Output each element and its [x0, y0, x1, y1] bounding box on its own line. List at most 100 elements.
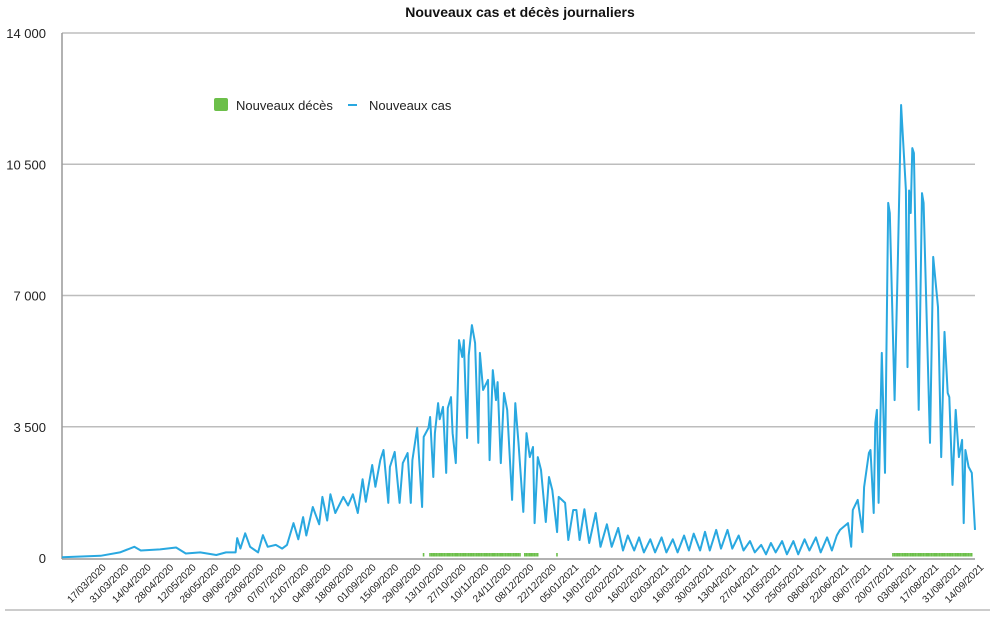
death-bar	[479, 553, 481, 557]
y-axis: 0 3 500 7 000 10 500 14 000	[6, 26, 46, 566]
death-bar	[432, 553, 435, 557]
death-bar	[469, 553, 471, 557]
death-bar	[483, 553, 486, 557]
death-bar	[461, 553, 463, 557]
death-bar	[474, 553, 476, 557]
death-bar	[962, 553, 965, 557]
death-bar	[517, 553, 520, 557]
death-bar	[442, 553, 444, 557]
death-bar	[906, 553, 909, 557]
deaths-series	[422, 553, 973, 557]
death-bar	[440, 553, 443, 557]
death-bar	[480, 553, 483, 557]
legend-deaths-label: Nouveaux décès	[236, 98, 333, 113]
death-bar	[938, 553, 941, 557]
death-bar	[445, 553, 447, 557]
death-bar	[459, 553, 462, 557]
death-bar	[477, 553, 480, 557]
death-bar	[448, 553, 451, 557]
death-bar	[515, 553, 518, 557]
death-bar	[514, 553, 516, 557]
death-bar	[908, 553, 910, 557]
legend: Nouveaux décès Nouveaux cas	[214, 98, 452, 113]
death-bar	[917, 553, 920, 557]
y-tick-label: 7 000	[13, 289, 46, 304]
death-bar	[925, 553, 928, 557]
death-bar	[914, 553, 917, 557]
death-bar	[892, 553, 894, 557]
death-bar	[954, 553, 957, 557]
death-bar	[903, 553, 905, 557]
death-bar	[437, 553, 439, 557]
death-bar	[932, 553, 934, 557]
y-tick-label: 14 000	[6, 26, 46, 41]
death-bar	[430, 553, 433, 557]
death-bar	[556, 553, 558, 557]
death-bar	[935, 553, 938, 557]
death-bar	[949, 553, 952, 557]
death-bar	[933, 553, 936, 557]
death-bar	[456, 553, 459, 557]
death-bar	[446, 553, 449, 557]
death-bar	[958, 553, 960, 557]
death-bar	[919, 553, 922, 557]
death-bar	[454, 553, 457, 557]
death-bar	[466, 553, 468, 557]
death-bar	[921, 553, 923, 557]
death-bar	[964, 553, 967, 557]
death-bar	[941, 553, 944, 557]
death-bar	[904, 553, 907, 557]
death-bar	[487, 553, 489, 557]
death-bar	[943, 553, 946, 557]
death-bar	[493, 553, 496, 557]
gridlines	[61, 32, 975, 560]
death-bar	[496, 553, 499, 557]
death-bar	[470, 553, 473, 557]
legend-cases-label: Nouveaux cas	[369, 98, 452, 113]
death-bar	[900, 553, 902, 557]
death-bar	[485, 553, 488, 557]
death-bar	[911, 553, 914, 557]
death-bar	[927, 553, 930, 557]
death-bar	[525, 553, 528, 557]
death-bar	[901, 553, 904, 557]
death-bar	[535, 553, 537, 557]
death-bar	[951, 553, 954, 557]
death-bar	[532, 553, 534, 557]
death-bar	[499, 553, 502, 557]
death-bar	[948, 553, 950, 557]
y-tick-label: 0	[39, 551, 46, 566]
death-bar	[946, 553, 949, 557]
death-bar	[422, 553, 425, 557]
death-bar	[896, 553, 899, 557]
death-bar	[524, 553, 526, 557]
death-bar	[491, 553, 494, 557]
death-bar	[506, 553, 508, 557]
death-bar	[472, 553, 475, 557]
death-bar	[956, 553, 959, 557]
chart-title: Nouveaux cas et décès journaliers	[405, 4, 635, 20]
death-bar	[501, 553, 504, 557]
death-bar	[464, 553, 467, 557]
death-bar	[482, 553, 484, 557]
death-bar	[504, 553, 507, 557]
death-bar	[429, 553, 431, 557]
death-bar	[488, 553, 491, 557]
death-bar	[490, 553, 492, 557]
death-bar	[462, 553, 465, 557]
death-bar	[536, 553, 539, 557]
death-bar	[512, 553, 515, 557]
death-bar	[922, 553, 925, 557]
death-bar	[435, 553, 438, 557]
death-bar	[533, 553, 536, 557]
death-bar	[503, 553, 505, 557]
death-bar	[498, 553, 500, 557]
death-bar	[443, 553, 446, 557]
death-bar	[895, 553, 897, 557]
death-bar	[527, 553, 529, 557]
death-bar	[969, 553, 971, 557]
death-bar	[519, 553, 521, 557]
death-bar	[929, 553, 931, 557]
death-bar	[940, 553, 942, 557]
death-bar	[467, 553, 470, 557]
